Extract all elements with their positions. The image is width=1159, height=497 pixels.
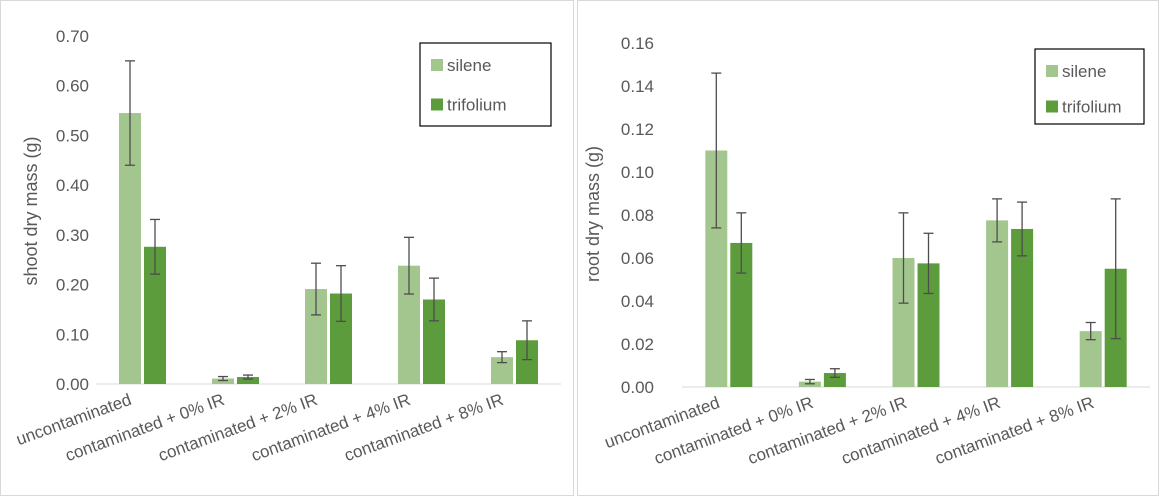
y-tick-label: 0.10 [56,325,89,344]
bar-trifolium [516,340,538,384]
y-tick-label: 0.30 [56,226,89,245]
shoot-mass-chart: 0.00 0.10 0.20 0.30 0.40 0.50 0.60 0.70 shoot dr… [14,27,561,465]
y-tick-label: 0.14 [621,77,654,96]
bar-trifolium [423,299,445,384]
x-category-label: contaminated + 2% IR [156,390,320,465]
bar-trifolium [823,373,846,387]
legend-label-trifolium: trifolium [447,96,507,115]
bar-trifolium [330,293,352,384]
bar-trifolium [730,242,753,387]
legend-box [419,42,552,127]
bar-silene [986,220,1009,387]
x-category-label: contaminated + 8% IR [932,393,1096,468]
bar-silene [705,150,728,387]
y-tick-label: 0.50 [56,126,89,145]
y-tick-label: 0.08 [621,206,654,225]
legend-swatch-trifolium [431,98,443,111]
bar-trifolium [917,263,940,387]
bar-silene [212,378,234,384]
y-tick-label: 0.06 [621,249,654,268]
x-category-label: contaminated + 2% IR [745,393,909,468]
legend-label-silene: silene [1062,62,1106,81]
legend-label-trifolium: trifolium [1062,98,1122,117]
legend-swatch-silene [1046,65,1058,77]
shoot-mass-chart-panel: 0.00 0.10 0.20 0.30 0.40 0.50 0.60 0.70 shoot dr… [0,0,574,496]
y-tick-label: 0.16 [621,34,654,53]
legend-swatch-silene [431,59,443,71]
y-tick-label: 0.10 [621,163,654,182]
bar-silene [892,258,915,387]
x-category-label: contaminated + 0% IR [652,393,816,468]
root-mass-chart: 0.00 0.02 0.04 0.06 0.08 0.10 0.12 0.14 0.16 root… [583,34,1150,468]
root-mass-chart-panel: 0.00 0.02 0.04 0.06 0.08 0.10 0.12 0.14 0.16 root… [577,0,1159,496]
y-tick-label: 0.00 [621,378,654,397]
y-tick-label: 0.60 [56,77,89,96]
bar-trifolium [144,246,166,384]
bar-silene [119,113,141,385]
x-category-label: contaminated + 4% IR [839,393,1003,468]
legend-swatch-trifolium [1046,100,1058,113]
bar-silene [1079,331,1102,387]
bar-trifolium [1011,228,1034,387]
legend-label-silene: silene [447,56,491,75]
y-tick-label: 0.04 [621,292,654,311]
y-axis-label: shoot dry mass (g) [21,136,41,285]
x-category-label: contaminated + 8% IR [342,390,506,465]
y-tick-label: 0.40 [56,176,89,195]
bar-trifolium [237,377,259,384]
y-tick-label: 0.20 [56,276,89,295]
y-axis-label: root dry mass (g) [583,146,603,282]
y-tick-label: 0.02 [621,335,654,354]
x-category-label: contaminated + 4% IR [249,390,413,465]
x-category-label: contaminated + 0% IR [63,390,227,465]
y-tick-label: 0.70 [56,27,89,46]
y-tick-label: 0.12 [621,120,654,139]
y-tick-label: 0.00 [56,375,89,394]
bar-silene [491,357,513,384]
bar-silene [305,289,327,384]
bar-silene [398,265,420,384]
